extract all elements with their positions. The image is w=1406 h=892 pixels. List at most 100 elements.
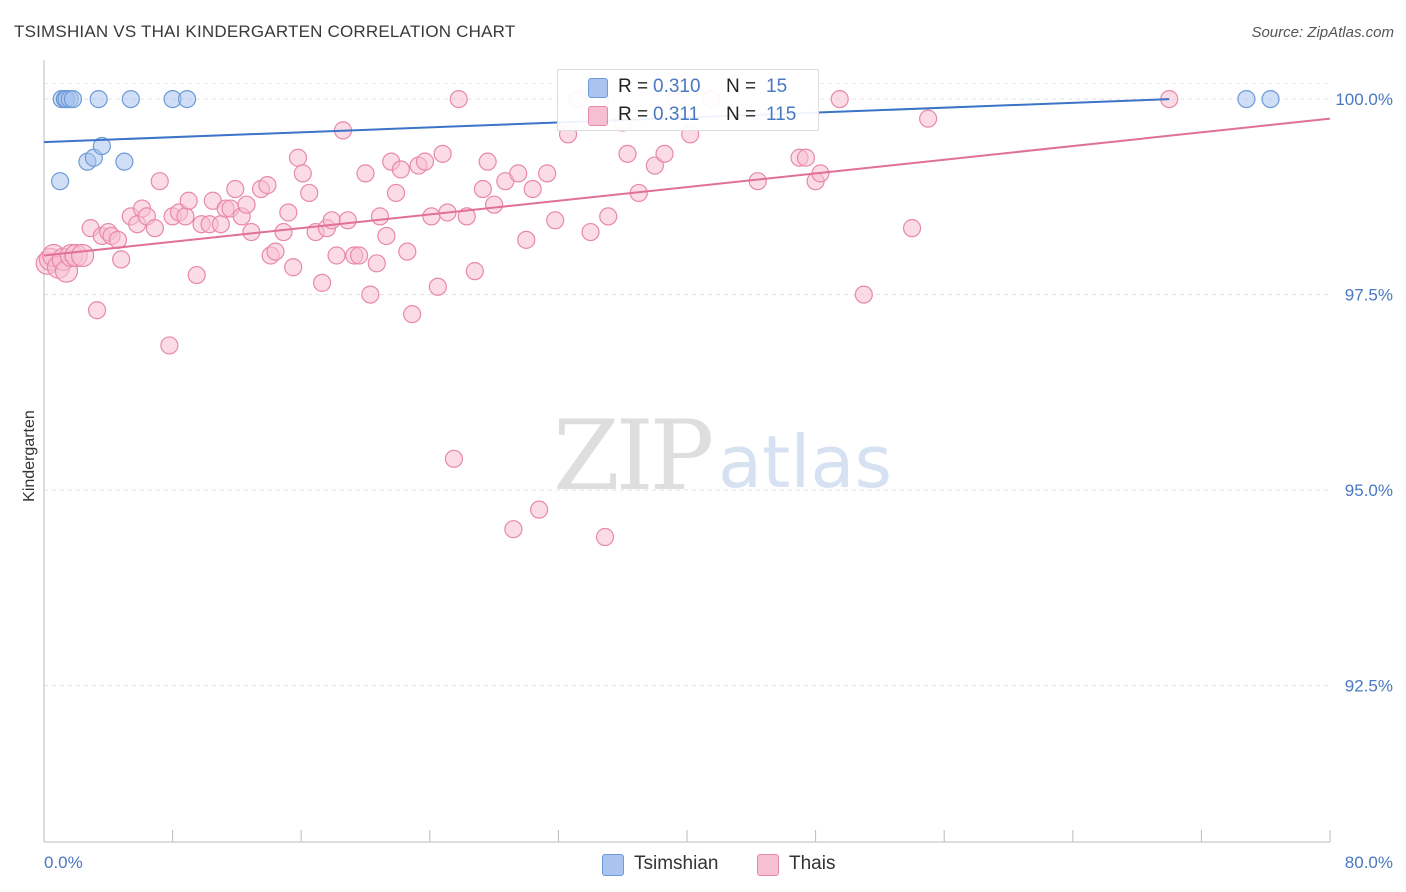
point-thais [517, 230, 536, 249]
point-thais [504, 520, 523, 539]
watermark-zip: ZIP [553, 400, 714, 512]
source-label: Source: ZipAtlas.com [1251, 24, 1394, 41]
point-thais [391, 160, 410, 179]
point-thais [356, 164, 375, 183]
point-thais [312, 273, 332, 292]
point-thais [284, 258, 303, 277]
point-thais [581, 222, 600, 242]
legend-row-tsimshian: R = 0.310 N = 15 [558, 72, 818, 100]
point-thais [367, 254, 386, 273]
legend-label-thais: Thais [789, 853, 836, 874]
legend-swatch-thais [757, 854, 779, 876]
x-tick-label: 0.0% [44, 853, 83, 872]
point-thais [288, 148, 308, 167]
x-tick-label: 80.0% [1345, 853, 1393, 872]
point-thais [428, 277, 447, 296]
legend-n-label: N = [726, 104, 757, 125]
legend-swatch-tsimshian [602, 854, 624, 876]
point-thais [478, 152, 497, 171]
grid-lines [44, 82, 1330, 687]
legend-r-value: 0.311 [653, 104, 700, 125]
point-thais [485, 195, 504, 214]
legend-n-label: N = [726, 76, 757, 97]
point-thais [176, 207, 195, 226]
point-thais [145, 219, 165, 238]
point-thais [415, 152, 435, 171]
point-thais [226, 179, 245, 199]
point-thais [370, 207, 390, 226]
y-tick-label: 92.5% [1345, 677, 1393, 696]
point-thais [422, 207, 441, 226]
point-thais [70, 243, 95, 268]
point-thais [108, 230, 128, 249]
point-thais [279, 203, 298, 222]
point-tsimshian [89, 89, 108, 109]
point-tsimshian [63, 89, 83, 109]
point-thais [112, 250, 131, 269]
tick-labels: 100.0% 97.5% 95.0% 92.5% 0.0% 80.0% [44, 90, 1393, 872]
point-thais [433, 144, 452, 163]
point-thais [444, 449, 464, 468]
y-tick-label: 100.0% [1335, 90, 1393, 109]
point-tsimshian [92, 136, 111, 156]
point-thais [530, 500, 549, 519]
point-tsimshian [50, 172, 70, 191]
legend-n-value: 115 [766, 104, 797, 125]
legend-row-thais: R = 0.311 N = 115 [558, 100, 818, 128]
point-tsimshian [121, 89, 140, 109]
point-thais [902, 219, 922, 238]
point-thais [618, 144, 637, 163]
point-tsimshian [177, 89, 197, 109]
point-thais [457, 207, 476, 226]
point-thais [748, 172, 767, 191]
point-thais [473, 179, 492, 199]
point-thais [160, 336, 179, 355]
point-thais [655, 144, 674, 163]
legend-r-value: 0.310 [653, 76, 701, 97]
point-thais [523, 179, 542, 199]
point-thais [538, 164, 557, 183]
point-thais [211, 215, 230, 234]
point-thais [403, 305, 422, 324]
point-thais [465, 262, 484, 281]
point-thais [237, 195, 256, 214]
point-thais [546, 211, 565, 230]
series-legend: Tsimshian Thais [0, 852, 1406, 878]
point-thais [645, 156, 664, 175]
point-thais [327, 246, 346, 265]
point-thais [150, 172, 169, 191]
point-thais [349, 246, 369, 265]
point-thais [266, 242, 285, 261]
axes [43, 60, 1331, 843]
point-tsimshian [115, 152, 134, 171]
legend-r-label: R = [618, 104, 649, 125]
y-tick-label: 97.5% [1345, 286, 1393, 305]
point-thais [179, 191, 198, 210]
point-thais [187, 265, 206, 285]
point-thais [449, 89, 468, 109]
point-thais [854, 285, 873, 304]
legend-n-value: 15 [766, 76, 788, 97]
chart-title: TSIMSHIAN VS THAI KINDERGARTEN CORRELATI… [14, 22, 516, 41]
trend-line-thais [43, 117, 1331, 257]
y-axis-title: Kindergarten [21, 410, 38, 502]
y-tick-label: 95.0% [1345, 481, 1393, 500]
point-thais [274, 222, 293, 242]
point-thais [338, 211, 357, 230]
stats-legend: R = 0.310 N = 15 R = 0.311 N = 115 [557, 69, 819, 131]
point-thais [398, 242, 417, 261]
point-thais [796, 148, 816, 167]
point-thais [595, 527, 615, 547]
point-tsimshian [1237, 89, 1256, 109]
point-tsimshian [1261, 89, 1280, 109]
legend-swatch-tsimshian [588, 78, 608, 98]
legend-swatch-thais [588, 106, 608, 126]
point-thais [258, 176, 277, 195]
point-thais [87, 301, 107, 320]
data-points [35, 89, 1280, 547]
point-thais [386, 183, 406, 203]
point-thais [293, 164, 312, 183]
legend-label-tsimshian: Tsimshian [634, 853, 719, 874]
point-thais [377, 226, 396, 246]
